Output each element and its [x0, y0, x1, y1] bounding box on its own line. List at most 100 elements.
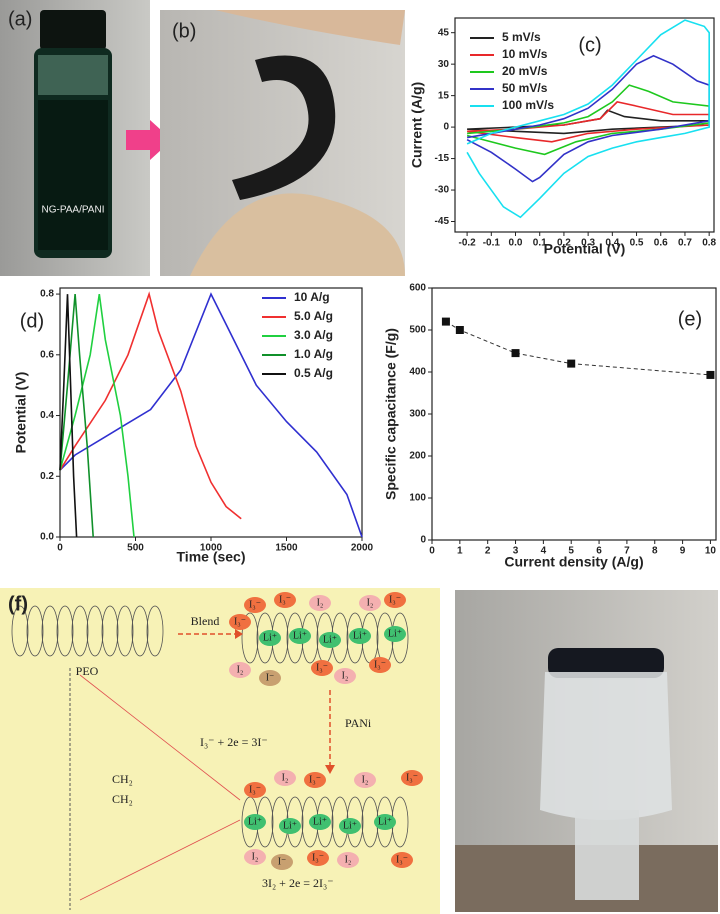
x-tick-label: 10 [705, 546, 717, 557]
y-tick-label: 600 [409, 283, 426, 294]
y-tick-label: -30 [435, 185, 450, 196]
ion-label: I₃⁻ [406, 772, 418, 783]
x-tick-label: 1500 [275, 543, 298, 554]
ion-label: I₃⁻ [316, 662, 328, 673]
ion-label: I₂ [345, 854, 352, 865]
x-tick-label: 0.8 [702, 238, 716, 249]
ion-label: Li⁺ [263, 632, 277, 643]
y-tick-label: 100 [409, 493, 426, 504]
y-tick-label: 500 [409, 325, 426, 336]
legend-label: 5 mV/s [502, 30, 541, 44]
y-tick-label: 400 [409, 367, 426, 378]
y-tick-label: 0.6 [40, 349, 54, 360]
legend-label: 10 A/g [294, 290, 330, 304]
y-tick-label: 300 [409, 409, 426, 420]
ion-label: I₂ [282, 772, 289, 783]
x-tick-label: 0 [429, 546, 435, 557]
point [567, 360, 575, 368]
x-axis-label: Current density (A/g) [504, 554, 643, 570]
point [442, 318, 450, 326]
ion-label: I₃⁻ [249, 599, 261, 610]
ion-label: Li⁺ [323, 634, 337, 645]
ion-label: Li⁺ [378, 816, 392, 827]
equation: I₃⁻ + 2e = 3I⁻ [200, 735, 268, 749]
panel-label: (d) [20, 310, 44, 332]
peo-label: PEO [76, 664, 99, 678]
ion-label: I⁻ [278, 856, 287, 867]
x-tick-label: 2 [485, 546, 491, 557]
y-tick-label: 0.4 [40, 410, 54, 421]
legend-label: 50 mV/s [502, 81, 548, 95]
x-tick-label: 8 [652, 546, 658, 557]
x-tick-label: 0.6 [654, 238, 668, 249]
point [706, 371, 714, 379]
ion-label: I₃⁻ [309, 774, 321, 785]
y-axis-label: Specific capacitance (F/g) [383, 328, 399, 500]
group-label: CH₂ [112, 772, 133, 786]
x-axis-label: Time (sec) [177, 549, 246, 565]
ion-label: Li⁺ [248, 816, 262, 827]
x-tick-label: 0.5 [630, 238, 644, 249]
x-tick-label: 0.7 [678, 238, 692, 249]
figure: (a) NG-PAA/PANI (b) (f) Blend PEO PANi I… [0, 0, 720, 914]
x-tick-label: 2000 [351, 543, 374, 554]
x-tick-label: -0.2 [458, 238, 476, 249]
blend-label: Blend [191, 614, 220, 628]
ion-label: I₂ [342, 670, 349, 681]
ion-label: I₂ [367, 597, 374, 608]
x-tick-label: 500 [127, 543, 144, 554]
ion-label: I₂ [362, 774, 369, 785]
legend-label: 0.5 A/g [294, 366, 333, 380]
ion-label: I₃⁻ [249, 784, 261, 795]
ion-label: I₃⁻ [396, 854, 408, 865]
y-tick-label: 0 [420, 535, 426, 546]
y-tick-label: 200 [409, 451, 426, 462]
ion-label: I₃⁻ [312, 852, 324, 863]
y-tick-label: 0.0 [40, 532, 54, 543]
ion-label: I₂ [317, 597, 324, 608]
y-tick-label: 15 [438, 90, 450, 101]
y-axis-label: Current (A/g) [409, 82, 425, 168]
x-tick-label: 0.0 [509, 238, 523, 249]
legend-label: 3.0 A/g [294, 328, 333, 342]
ion-label: I₃⁻ [389, 594, 401, 605]
pani-label: PANi [345, 716, 372, 730]
point [512, 349, 520, 357]
x-axis-label: Potential (V) [544, 241, 626, 257]
photo-b: (b) [160, 10, 405, 276]
ion-label: I₃⁻ [234, 616, 246, 627]
y-tick-label: -15 [435, 153, 450, 164]
y-tick-label: 0.8 [40, 289, 54, 300]
ion-label: Li⁺ [388, 628, 402, 639]
y-tick-label: 45 [438, 27, 450, 38]
ion-label: I⁻ [266, 672, 275, 683]
panel-label: (a) [8, 8, 32, 30]
panel-label: (b) [172, 20, 196, 42]
ion-label: Li⁺ [283, 820, 297, 831]
panel-label: (f) [8, 593, 28, 615]
photo-jar [455, 590, 718, 912]
ion-label: Li⁺ [313, 816, 327, 827]
legend-label: 1.0 A/g [294, 347, 333, 361]
diagram: (f) Blend PEO PANi I₃⁻ + 2e = 3I⁻ 3I₂ + … [0, 588, 440, 914]
y-tick-label: 0.2 [40, 471, 54, 482]
legend-label: 20 mV/s [502, 64, 548, 78]
ion-label: I₃⁻ [374, 659, 386, 670]
panel-label: (c) [578, 34, 601, 56]
ion-label: I₃⁻ [279, 594, 291, 605]
vial-label: NG-PAA/PANI [42, 205, 105, 216]
y-axis-label: Potential (V) [13, 372, 29, 454]
point [456, 326, 464, 334]
ion-label: I₂ [237, 664, 244, 675]
equation: 3I₂ + 2e = 2I₃⁻ [262, 876, 334, 890]
y-tick-label: 0 [443, 122, 449, 133]
legend-label: 100 mV/s [502, 98, 554, 112]
y-tick-label: 30 [438, 59, 450, 70]
x-tick-label: 9 [680, 546, 686, 557]
group-label: CH₂ [112, 792, 133, 806]
legend-label: 10 mV/s [502, 47, 548, 61]
panel-label: (e) [678, 308, 702, 330]
x-tick-label: -0.1 [483, 238, 501, 249]
x-tick-label: 1 [457, 546, 463, 557]
ion-label: Li⁺ [353, 630, 367, 641]
